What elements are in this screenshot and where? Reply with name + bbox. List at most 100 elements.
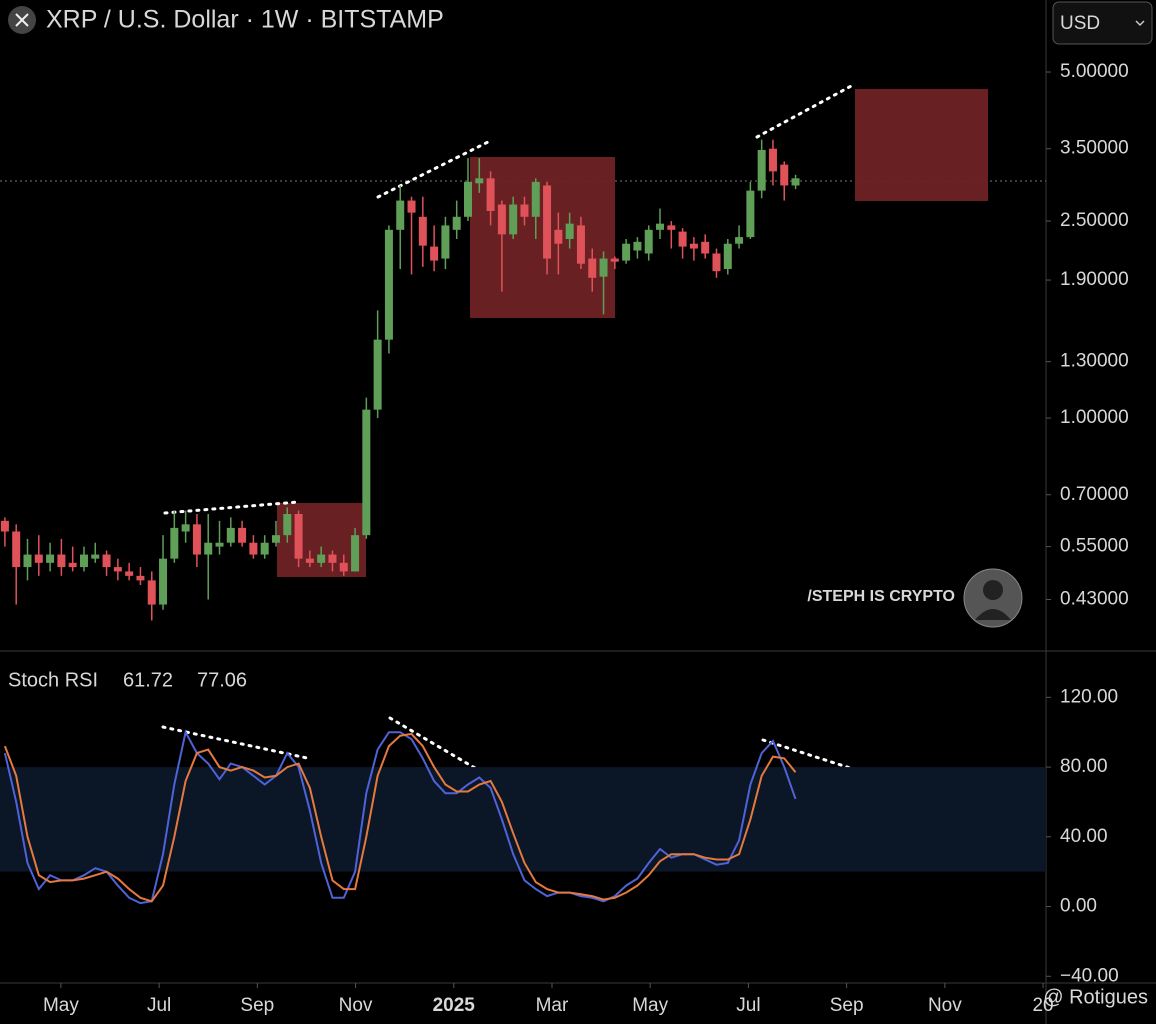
candle-body bbox=[531, 181, 540, 217]
candle-body bbox=[305, 558, 314, 563]
candle-body bbox=[430, 246, 439, 261]
y-tick-label: 1.90000 bbox=[1060, 269, 1129, 290]
y-tick-label: 0.43000 bbox=[1060, 589, 1129, 610]
indicator-value: 61.72 bbox=[123, 669, 173, 691]
currency[interactable]: USD bbox=[1060, 13, 1100, 34]
candle-body bbox=[271, 535, 280, 543]
indicator-title: Stoch RSI bbox=[8, 669, 98, 691]
x-tick-label: 2025 bbox=[433, 995, 476, 1016]
candle-body bbox=[610, 258, 619, 262]
y-tick-label: −40.00 bbox=[1060, 965, 1119, 986]
x-tick-label: Jul bbox=[736, 995, 760, 1016]
trend-line bbox=[755, 83, 855, 139]
trend-line bbox=[376, 138, 494, 199]
credit: @ Rotigues bbox=[1043, 986, 1148, 1008]
chevron bbox=[1135, 20, 1145, 27]
x-tick-label: May bbox=[43, 995, 79, 1016]
candle-body bbox=[723, 243, 732, 270]
candle-body bbox=[689, 243, 698, 249]
candle-body bbox=[452, 216, 461, 230]
trend-line bbox=[163, 500, 300, 515]
y-tick-label: 1.00000 bbox=[1060, 407, 1129, 428]
candle-body bbox=[57, 554, 66, 568]
candle-body bbox=[418, 216, 427, 246]
candle-body bbox=[576, 225, 585, 264]
candle-body bbox=[656, 223, 665, 230]
candle-body bbox=[497, 204, 506, 235]
candle-body bbox=[633, 241, 642, 251]
candle-body bbox=[441, 225, 450, 259]
candle-body bbox=[463, 181, 472, 217]
candle-body bbox=[520, 204, 529, 217]
candle-body bbox=[543, 185, 552, 259]
close-glyph bbox=[15, 13, 29, 27]
candle-body bbox=[0, 520, 9, 532]
y-tick-label: 1.30000 bbox=[1060, 351, 1129, 372]
candle-body bbox=[351, 535, 360, 572]
series-line bbox=[3, 732, 797, 903]
candle-body bbox=[34, 554, 43, 563]
y-tick-label: 0.55000 bbox=[1060, 536, 1129, 557]
candle-body bbox=[125, 571, 134, 576]
candle-body bbox=[260, 542, 269, 555]
candle-body bbox=[565, 223, 574, 239]
candle-body bbox=[622, 243, 631, 261]
candle-body bbox=[23, 554, 32, 568]
avatar-body bbox=[975, 609, 1011, 620]
candle-body bbox=[554, 229, 563, 244]
candle-body bbox=[384, 229, 393, 340]
candle-body bbox=[249, 542, 258, 555]
x-tick-label: 20 bbox=[1032, 995, 1053, 1016]
candle-body bbox=[12, 531, 21, 568]
candle-body bbox=[79, 554, 88, 568]
candle-body bbox=[588, 258, 597, 278]
brand: /STEPH IS CRYPTO bbox=[807, 588, 955, 605]
candle-body bbox=[226, 527, 235, 543]
zone-box bbox=[855, 89, 988, 201]
candle-body bbox=[486, 178, 495, 211]
candle-body bbox=[46, 554, 55, 563]
chart-title: XRP / U.S. Dollar · 1W · BITSTAMP bbox=[46, 6, 444, 34]
candle-body bbox=[159, 558, 168, 605]
candle-body bbox=[339, 562, 348, 572]
candle-body bbox=[68, 562, 77, 568]
x-tick-label: Mar bbox=[536, 995, 569, 1016]
candle-body bbox=[181, 524, 190, 532]
indicator-value: 77.06 bbox=[197, 669, 247, 691]
x-tick-label: May bbox=[632, 995, 668, 1016]
candle-body bbox=[712, 253, 721, 272]
candle-body bbox=[599, 258, 608, 277]
candle-body bbox=[215, 542, 224, 547]
y-tick-label: 40.00 bbox=[1060, 826, 1108, 847]
band bbox=[0, 767, 1046, 872]
candle-body bbox=[238, 527, 247, 543]
x-tick-label: Jul bbox=[147, 995, 171, 1016]
candle-body bbox=[746, 190, 755, 238]
candle-body bbox=[373, 339, 382, 410]
candle-body bbox=[678, 231, 687, 247]
currency-select[interactable] bbox=[1052, 1, 1153, 45]
y-tick-label: 0.70000 bbox=[1060, 484, 1129, 505]
y-tick-label: 5.00000 bbox=[1060, 61, 1129, 82]
candle-body bbox=[328, 554, 337, 563]
candle-body bbox=[317, 554, 326, 563]
candle-body bbox=[791, 178, 800, 186]
y-tick-label: 3.50000 bbox=[1060, 138, 1129, 159]
avatar-head bbox=[983, 580, 1003, 600]
candle-body bbox=[192, 524, 201, 555]
candle-body bbox=[294, 514, 303, 559]
candle-body bbox=[735, 237, 744, 244]
candle-body bbox=[757, 149, 766, 191]
candle-body bbox=[170, 527, 179, 559]
x-tick-label: Nov bbox=[928, 995, 962, 1016]
candle-body bbox=[102, 554, 111, 568]
x-tick-label: Nov bbox=[339, 995, 373, 1016]
x-tick-label: Sep bbox=[830, 995, 864, 1016]
candle-body bbox=[204, 542, 213, 555]
y-tick-label: 80.00 bbox=[1060, 756, 1108, 777]
y-tick-label: 2.50000 bbox=[1060, 210, 1129, 231]
candle-body bbox=[780, 164, 789, 186]
candle-body bbox=[283, 514, 292, 536]
candle-body bbox=[509, 204, 518, 235]
